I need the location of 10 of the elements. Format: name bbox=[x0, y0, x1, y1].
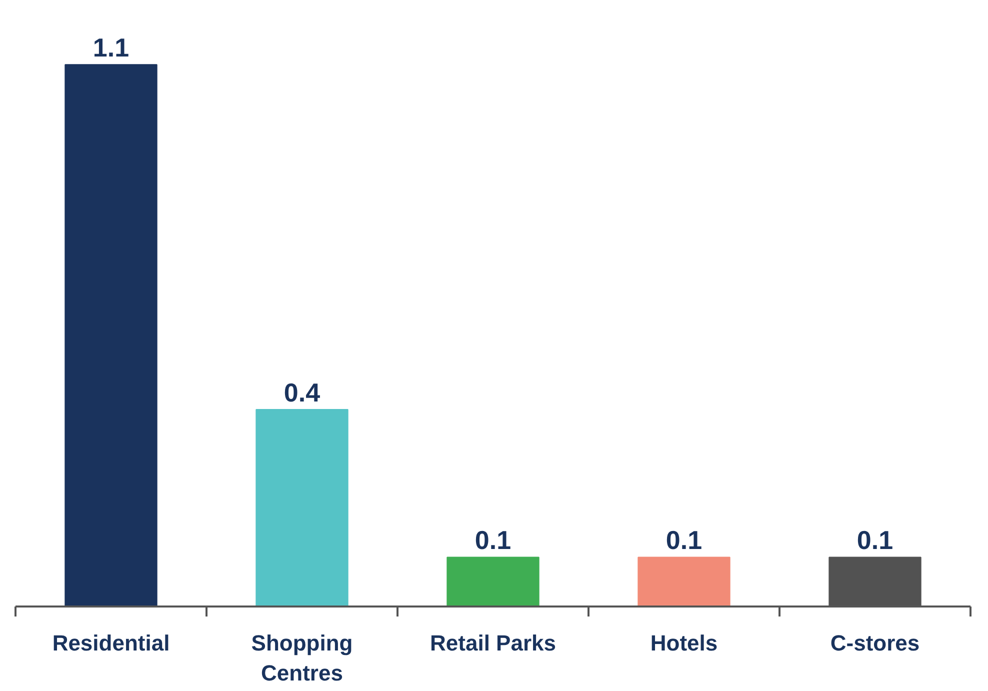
data-label: 0.4 bbox=[284, 377, 321, 408]
x-tick-label: Hotels bbox=[650, 630, 718, 656]
data-label: 0.1 bbox=[474, 525, 512, 556]
x-tick-label: Residential bbox=[52, 630, 170, 656]
x-tick-label: C-stores bbox=[830, 630, 920, 656]
data-label: 1.1 bbox=[92, 32, 130, 63]
x-tick-label: Shopping Centres bbox=[251, 630, 353, 686]
data-label: 0.1 bbox=[856, 525, 894, 556]
data-label: 0.1 bbox=[666, 525, 702, 556]
x-tick-label: Retail Parks bbox=[430, 630, 556, 656]
